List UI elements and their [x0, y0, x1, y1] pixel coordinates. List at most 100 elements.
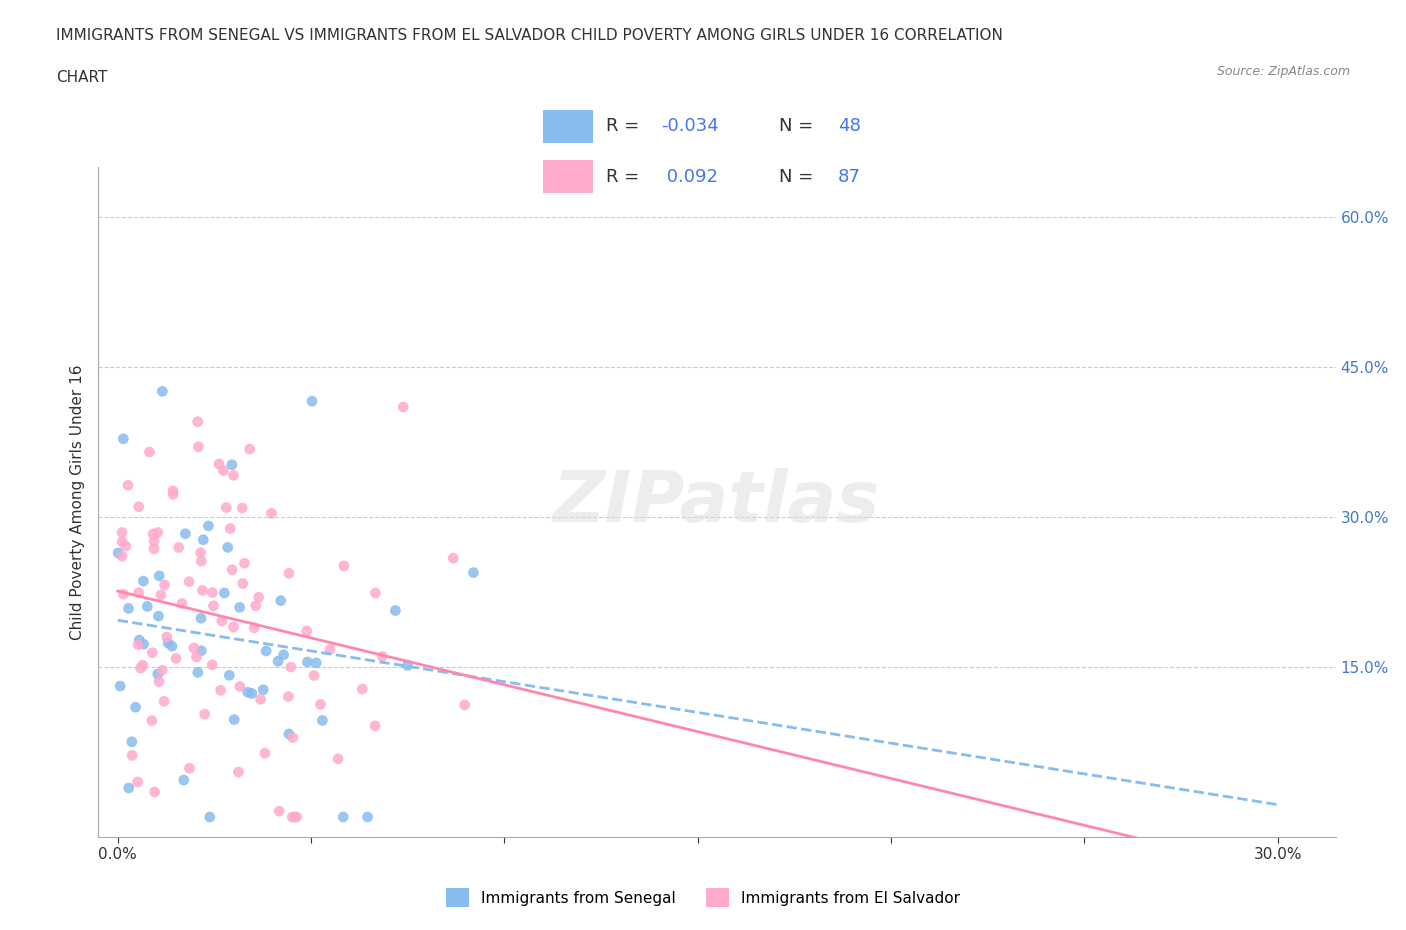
Point [148, 568, 170, 583]
Point [295, 623, 318, 638]
Point [111, 535, 134, 550]
Point [208, 457, 231, 472]
Point [309, 697, 332, 711]
Point [277, 726, 299, 741]
Point [132, 658, 155, 672]
Point [228, 600, 250, 615]
Text: ZIPatlas: ZIPatlas [554, 468, 880, 537]
Point [117, 601, 139, 616]
Point [371, 649, 394, 664]
Point [117, 478, 139, 493]
Point [111, 549, 134, 564]
Point [281, 810, 304, 825]
Text: R =: R = [606, 117, 645, 136]
Point [187, 414, 209, 429]
Point [392, 400, 415, 415]
Point [284, 810, 307, 825]
Point [156, 635, 179, 650]
Point [173, 773, 195, 788]
Point [193, 532, 215, 547]
Point [179, 761, 201, 776]
FancyBboxPatch shape [543, 160, 593, 193]
Point [281, 730, 304, 745]
Point [267, 654, 290, 669]
Point [187, 439, 209, 454]
Point [221, 563, 243, 578]
Point [302, 668, 325, 683]
Point [143, 534, 166, 549]
Text: Source: ZipAtlas.com: Source: ZipAtlas.com [1216, 65, 1350, 78]
Point [128, 585, 150, 600]
Point [112, 432, 135, 446]
Point [187, 665, 209, 680]
Point [148, 608, 170, 623]
Text: IMMIGRANTS FROM SENEGAL VS IMMIGRANTS FROM EL SALVADOR CHILD POVERTY AMONG GIRLS: IMMIGRANTS FROM SENEGAL VS IMMIGRANTS FR… [56, 28, 1002, 43]
Text: 0.092: 0.092 [661, 167, 718, 186]
Point [232, 576, 254, 591]
Text: 87: 87 [838, 167, 860, 186]
Point [273, 647, 295, 662]
Point [162, 484, 184, 498]
Point [253, 746, 276, 761]
Text: -0.034: -0.034 [661, 117, 718, 136]
Point [215, 500, 238, 515]
Point [148, 674, 170, 689]
Point [167, 540, 190, 555]
Point [233, 556, 256, 571]
Point [297, 655, 319, 670]
Point [107, 546, 129, 561]
Point [332, 810, 354, 825]
Point [280, 659, 302, 674]
Point [441, 551, 464, 565]
Point [111, 525, 134, 540]
Text: R =: R = [606, 167, 645, 186]
Point [231, 500, 253, 515]
Point [269, 804, 291, 818]
Point [352, 682, 374, 697]
Point [118, 780, 141, 795]
Point [174, 526, 197, 541]
Point [190, 611, 212, 626]
Point [156, 630, 179, 644]
Point [138, 445, 160, 459]
Point [222, 468, 245, 483]
Point [222, 619, 245, 634]
Point [143, 541, 166, 556]
Point [128, 632, 150, 647]
Point [224, 712, 246, 727]
Point [277, 689, 299, 704]
Point [319, 642, 342, 657]
Point [141, 713, 163, 728]
Point [191, 583, 214, 598]
Point [201, 585, 224, 600]
Point [146, 667, 169, 682]
FancyBboxPatch shape [543, 110, 593, 143]
Point [112, 587, 135, 602]
Point [252, 683, 274, 698]
Point [240, 686, 263, 701]
Point [128, 499, 150, 514]
Point [136, 599, 159, 614]
Point [165, 651, 187, 666]
Point [219, 521, 242, 536]
Point [132, 637, 155, 652]
Point [249, 692, 271, 707]
Point [194, 707, 217, 722]
Point [278, 565, 301, 580]
Text: N =: N = [779, 117, 818, 136]
Text: N =: N = [779, 167, 818, 186]
Point [243, 620, 266, 635]
Point [202, 598, 225, 613]
Point [333, 558, 356, 573]
Point [183, 641, 205, 656]
Point [142, 526, 165, 541]
Point [305, 656, 328, 671]
Point [364, 586, 387, 601]
Point [212, 463, 235, 478]
Point [229, 679, 252, 694]
Point [186, 649, 208, 664]
Point [221, 458, 243, 472]
Point [217, 540, 239, 555]
Point [127, 637, 149, 652]
Point [463, 565, 485, 580]
